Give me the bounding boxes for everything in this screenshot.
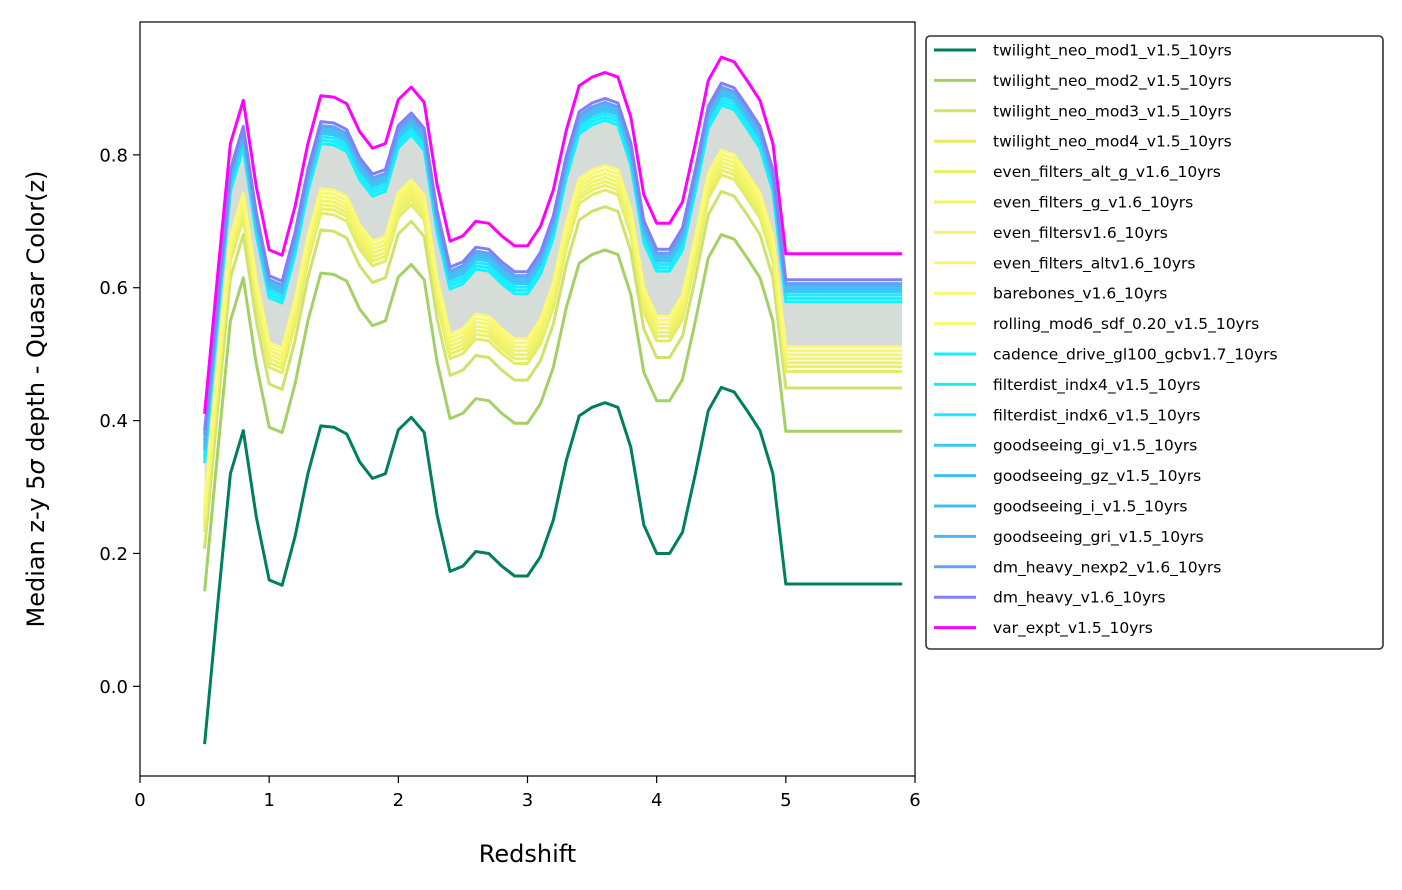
legend-entry: even_filters_alt_g_v1.6_10yrs <box>993 163 1221 182</box>
y-axis-label: Median z-y 5σ depth - Quasar Color(z) <box>22 171 50 628</box>
legend-entry: twilight_neo_mod4_v1.5_10yrs <box>993 133 1232 152</box>
y-tick-label: 0.2 <box>99 544 128 565</box>
x-tick-label: 0 <box>134 790 145 811</box>
legend-entry: twilight_neo_mod1_v1.5_10yrs <box>993 42 1232 61</box>
legend-entry: rolling_mod6_sdf_0.20_v1.5_10yrs <box>993 315 1259 334</box>
series-line-10 <box>203 148 903 502</box>
x-tick-label: 6 <box>909 790 920 811</box>
series-line-20 <box>203 55 903 415</box>
legend-entry: even_filtersv1.6_10yrs <box>993 224 1168 243</box>
legend-entry: even_filters_altv1.6_10yrs <box>993 254 1196 273</box>
y-axis-label-sigma: σ <box>22 459 50 475</box>
x-tick-label: 4 <box>651 790 662 811</box>
y-tick-label: 0.4 <box>99 411 128 432</box>
legend-entry: even_filters_g_v1.6_10yrs <box>993 194 1193 213</box>
legend-entry: goodseeing_gi_v1.5_10yrs <box>993 437 1197 456</box>
y-axis-label-part-2: depth - Quasar Color(z) <box>22 171 50 460</box>
legend-entry: dm_heavy_v1.6_10yrs <box>993 589 1166 608</box>
plot-frame <box>139 21 916 777</box>
series-line-3 <box>203 189 903 549</box>
legend-entry: dm_heavy_nexp2_v1.6_10yrs <box>993 558 1221 577</box>
legend-entry: twilight_neo_mod3_v1.5_10yrs <box>993 102 1232 121</box>
series-line-1 <box>203 385 903 745</box>
shaded-band <box>204 105 903 502</box>
x-tick-label: 3 <box>522 790 533 811</box>
x-tick-label: 2 <box>393 790 404 811</box>
legend-entry: barebones_v1.6_10yrs <box>993 285 1167 304</box>
y-axis-label-part-1: Median z-y 5 <box>22 475 50 628</box>
x-axis-label: Redshift <box>479 840 576 868</box>
legend-entry: var_expt_v1.5_10yrs <box>993 619 1153 638</box>
legend-box <box>925 35 1384 650</box>
legend-entry: filterdist_indx4_v1.5_10yrs <box>993 376 1201 395</box>
x-tick-label: 5 <box>780 790 791 811</box>
legend-entry: goodseeing_i_v1.5_10yrs <box>993 498 1187 517</box>
legend-entry: goodseeing_gz_v1.5_10yrs <box>993 467 1201 486</box>
y-tick-label: 0.6 <box>99 278 128 299</box>
y-tick-label: 0.8 <box>99 145 128 166</box>
series-line-19 <box>203 81 903 431</box>
series-line-2 <box>203 233 903 592</box>
legend-entry: filterdist_indx6_v1.5_10yrs <box>993 406 1201 425</box>
x-tick-label: 1 <box>263 790 274 811</box>
legend-entry: goodseeing_gri_v1.5_10yrs <box>993 528 1204 547</box>
y-tick-label: 0.0 <box>99 677 128 698</box>
legend-entry: twilight_neo_mod2_v1.5_10yrs <box>993 72 1232 91</box>
legend-entry: cadence_drive_gl100_gcbv1.7_10yrs <box>993 346 1278 365</box>
